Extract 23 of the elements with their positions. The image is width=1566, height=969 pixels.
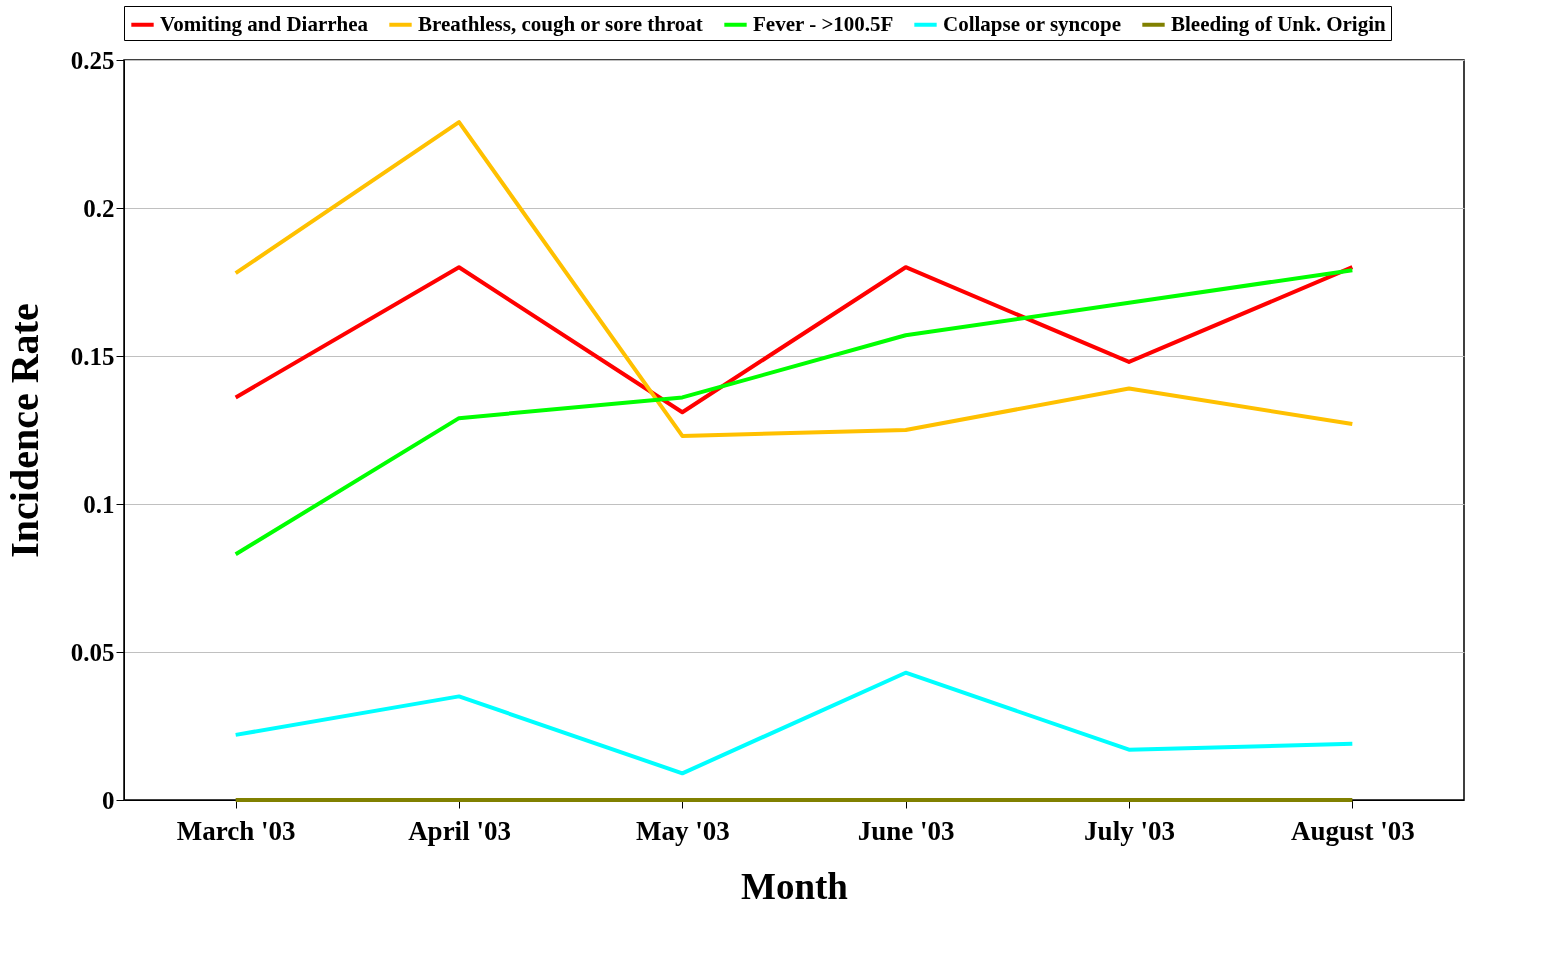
line-series [233, 670, 1355, 776]
x-axis-title: Month [741, 865, 849, 907]
x-tick-label: August '03 [1290, 815, 1415, 846]
y-tick-label: 0.2 [83, 194, 115, 222]
line-series [233, 265, 1355, 415]
legend-label: Fever - >100.5F [753, 11, 894, 36]
x-tick-label: May '03 [635, 815, 730, 846]
line-series [233, 268, 1355, 557]
y-tick-label: 0 [102, 786, 115, 814]
legend-label: Collapse or syncope [943, 11, 1122, 36]
y-axis-title: Incidence Rate [1, 303, 47, 558]
legend-label: Bleeding of Unk. Origin [1171, 11, 1387, 36]
x-tick-label: March '03 [176, 815, 296, 846]
legend-label: Breathless, cough or sore throat [418, 11, 703, 36]
x-tick-label: July '03 [1084, 815, 1175, 846]
y-tick-label: 0.15 [70, 342, 115, 370]
y-tick-label: 0.1 [83, 490, 115, 518]
line-series [233, 120, 1355, 438]
y-tick-label: 0.05 [70, 638, 115, 666]
legend-label: Vomiting and Diarrhea [160, 11, 369, 36]
x-tick-label: June '03 [857, 815, 955, 846]
x-tick-label: April '03 [408, 815, 511, 846]
y-tick-label: 0.25 [70, 46, 115, 74]
